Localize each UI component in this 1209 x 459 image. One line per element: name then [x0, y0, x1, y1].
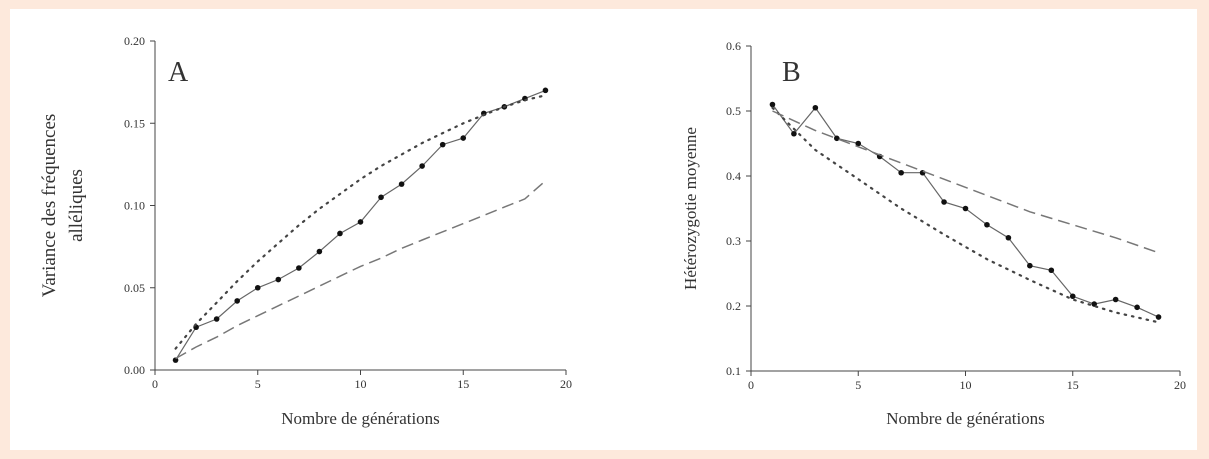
- chart-a-y-tick-label: 0.15: [124, 116, 145, 130]
- chart-a-data-point: [213, 316, 220, 322]
- chart-b-x-axis-title: Nombre de générations: [886, 409, 1045, 428]
- chart-b-data-point: [834, 135, 840, 142]
- chart-a-data-point: [357, 219, 364, 225]
- chart-b-y-tick-label: 0.6: [726, 39, 741, 53]
- chart-a-y-tick-label: 0.20: [124, 34, 145, 48]
- chart-a-data-point: [398, 181, 405, 187]
- chart-b-y-tick-label: 0.5: [726, 104, 741, 118]
- chart-a-y-axis-title: alléliques: [66, 169, 87, 242]
- chart-a-data-point: [316, 248, 323, 255]
- chart-a-x-tick-label: 5: [255, 377, 261, 391]
- chart-b-series-dashed: [772, 110, 1159, 254]
- chart-b-data-point: [1005, 234, 1012, 241]
- chart-b-y-tick-label: 0.3: [726, 234, 741, 248]
- chart-b-data-point: [769, 101, 776, 108]
- chart-b-data-point: [812, 104, 819, 111]
- chart-b-panel-letter: B: [782, 57, 801, 88]
- chart-b: 0 5 10 15 20 0.1 0.2 0.3 0.4 0.5 0.6 B Nombre de gén…: [681, 39, 1186, 428]
- chart-b-data-point: [1155, 314, 1162, 320]
- chart-b-x-tick-label: 10: [960, 378, 972, 392]
- chart-b-data-point: [1112, 296, 1119, 303]
- chart-b-y-tick-label: 0.1: [726, 364, 741, 378]
- chart-a-y-tick-label: 0.05: [124, 281, 145, 295]
- chart-a-y-tick-label: 0.00: [124, 363, 145, 377]
- chart-a-series-dashed: [175, 180, 546, 360]
- chart-b-y-axis-title: Hétérozygotie moyenne: [681, 127, 700, 290]
- chart-a-data-point: [378, 194, 384, 201]
- chart-a-x-axis-title: Nombre de générations: [281, 409, 440, 428]
- chart-b-data-point: [919, 169, 926, 176]
- chart-a: 0 5 10 15 20 0.00 0.05 0.10 0.15 0.20 A Nombre de g…: [39, 34, 572, 428]
- chart-b-x-tick-label: 5: [855, 378, 861, 392]
- chart-a-x-tick-label: 10: [355, 377, 367, 391]
- chart-a-data-point: [172, 357, 179, 363]
- chart-b-data-point: [898, 169, 904, 176]
- chart-a-data-point: [337, 230, 343, 237]
- chart-b-data-point: [855, 140, 862, 147]
- chart-a-data-point: [419, 163, 425, 169]
- chart-b-data-point: [962, 205, 969, 212]
- chart-a-series-dotted: [174, 94, 547, 350]
- chart-a-data-point: [460, 135, 467, 141]
- chart-b-x-tick-label: 0: [748, 378, 754, 392]
- chart-b-series-dotted: [771, 106, 1160, 324]
- chart-a-data-point: [234, 298, 240, 304]
- chart-a-y-tick-label: 0.10: [124, 199, 145, 213]
- chart-b-data-point: [941, 199, 947, 205]
- chart-b-data-point: [984, 221, 990, 228]
- chart-a-data-point: [439, 141, 446, 148]
- chart-a-data-point: [296, 265, 302, 271]
- chart-b-data-point: [1069, 293, 1076, 300]
- chart-a-x-tick-label: 20: [560, 377, 572, 391]
- figure-frame: 0 5 10 15 20 0.00 0.05 0.10 0.15 0.20 A Nombre de g…: [10, 9, 1197, 450]
- chart-b-y-tick-label: 0.4: [726, 169, 741, 183]
- chart-a-x-tick-label: 15: [457, 377, 469, 391]
- chart-b-data-point: [1048, 267, 1055, 274]
- chart-a-series-solid-markers: [175, 89, 546, 361]
- chart-b-x-tick-label: 20: [1174, 378, 1186, 392]
- chart-b-data-point: [1134, 304, 1140, 311]
- chart-b-x-tick-label: 15: [1067, 378, 1079, 392]
- chart-a-x-tick-label: 0: [152, 377, 158, 391]
- chart-b-data-point: [1027, 262, 1033, 269]
- chart-b-y-tick-label: 0.2: [726, 299, 741, 313]
- chart-a-data-point: [254, 284, 261, 291]
- chart-a-y-axis-title: Variance des fréquences: [39, 114, 60, 298]
- chart-b-data-point: [791, 130, 797, 137]
- chart-a-data-point: [542, 87, 549, 94]
- chart-a-panel-letter: A: [168, 57, 189, 88]
- chart-a-data-point: [275, 276, 282, 283]
